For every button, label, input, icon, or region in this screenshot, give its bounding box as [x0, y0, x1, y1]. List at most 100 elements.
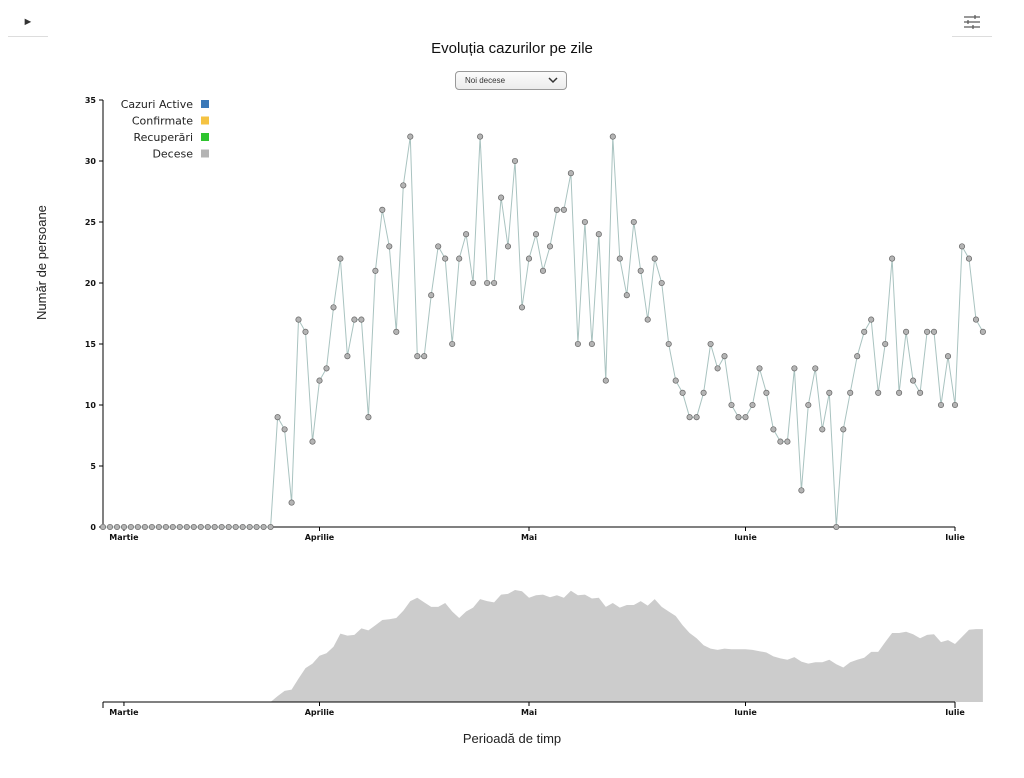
data-point — [295, 316, 302, 323]
data-point — [407, 133, 414, 140]
data-point — [379, 206, 386, 213]
data-point — [281, 426, 288, 433]
data-point — [518, 304, 526, 311]
data-point — [581, 218, 588, 226]
data-point — [700, 389, 707, 396]
data-point — [784, 438, 791, 445]
data-point — [504, 243, 512, 250]
data-point — [602, 377, 609, 384]
y-tick-label: 0 — [90, 523, 96, 532]
overview-area — [103, 590, 983, 702]
data-point — [274, 414, 281, 421]
data-point — [372, 267, 379, 274]
data-point — [546, 243, 554, 250]
chevron-down-icon — [548, 77, 558, 84]
y-tick-label: 30 — [85, 157, 97, 166]
data-point — [358, 316, 365, 323]
settings-button[interactable] — [952, 8, 992, 37]
data-point — [679, 389, 686, 396]
data-point — [197, 523, 204, 531]
play-button[interactable]: ► — [8, 8, 48, 37]
x-tick-label: Aprilie — [305, 533, 335, 542]
data-point — [337, 255, 344, 262]
data-point — [721, 353, 728, 360]
data-point — [421, 353, 428, 360]
play-icon: ► — [22, 16, 34, 28]
data-point — [225, 523, 232, 531]
data-point — [491, 279, 498, 287]
data-point — [99, 523, 107, 531]
y-tick-label: 5 — [90, 462, 96, 471]
data-point — [770, 426, 777, 433]
overview-x-tick-label: Iunie — [734, 708, 757, 717]
legend-label: Recuperări — [133, 131, 193, 144]
data-point — [665, 340, 672, 348]
data-point — [728, 401, 735, 409]
data-point — [623, 292, 630, 299]
data-point — [951, 401, 959, 409]
legend-swatch — [201, 100, 209, 108]
data-point — [218, 523, 225, 531]
data-point — [414, 353, 421, 360]
data-point — [190, 523, 197, 531]
data-point — [484, 279, 491, 287]
y-tick-label: 10 — [85, 401, 97, 410]
data-point — [658, 279, 665, 287]
data-point — [232, 523, 239, 531]
data-point — [595, 231, 602, 238]
data-point — [365, 414, 372, 421]
data-point — [428, 292, 435, 299]
data-point — [351, 316, 358, 323]
legend-label: Confirmate — [132, 115, 193, 128]
data-point — [840, 426, 847, 433]
x-tick-label: Iunie — [734, 533, 757, 542]
y-tick-label: 35 — [85, 96, 97, 105]
data-point — [889, 255, 896, 262]
data-point — [707, 340, 714, 348]
data-point — [525, 255, 533, 262]
data-point — [972, 316, 980, 323]
x-tick-label: Iulie — [945, 533, 965, 542]
data-point — [882, 340, 889, 348]
data-point — [330, 304, 337, 311]
data-point — [113, 523, 121, 531]
data-point — [875, 389, 882, 396]
data-point — [749, 401, 756, 409]
x-tick-label: Mai — [521, 533, 537, 542]
data-point — [979, 328, 986, 335]
data-point — [756, 365, 763, 372]
x-axis-label: Perioadă de timp — [462, 731, 562, 746]
data-point — [386, 243, 393, 250]
data-point — [937, 401, 945, 409]
data-point — [470, 279, 477, 287]
data-point — [553, 206, 560, 213]
series-line — [103, 136, 984, 528]
data-point — [253, 523, 260, 531]
data-point — [588, 340, 595, 348]
data-point — [267, 523, 274, 531]
data-point — [868, 316, 875, 323]
main-chart: Cazuri ActiveConfirmateRecuperăriDecese … — [85, 96, 986, 717]
data-point — [965, 255, 973, 262]
data-point — [442, 255, 449, 262]
legend-label: Cazuri Active — [121, 98, 194, 111]
data-point — [686, 414, 693, 421]
data-point — [574, 340, 581, 348]
data-point — [204, 523, 211, 531]
data-point — [833, 523, 840, 531]
data-point — [917, 389, 924, 396]
metric-dropdown[interactable]: Noi decese — [455, 71, 567, 90]
main-axes: 0 5 10 15 20 25 30 35 Martie Aprilie Mai Iunie Iulie — [85, 96, 966, 542]
y-tick-label: 20 — [85, 279, 97, 288]
sliders-icon — [964, 15, 980, 29]
data-point — [532, 231, 540, 238]
data-point — [609, 133, 616, 140]
data-point — [805, 401, 812, 409]
data-point — [742, 414, 749, 421]
data-point — [316, 377, 323, 384]
data-point — [134, 523, 141, 531]
data-point — [847, 389, 854, 396]
data-point — [106, 523, 114, 531]
data-point — [644, 316, 651, 323]
data-point — [148, 523, 155, 531]
